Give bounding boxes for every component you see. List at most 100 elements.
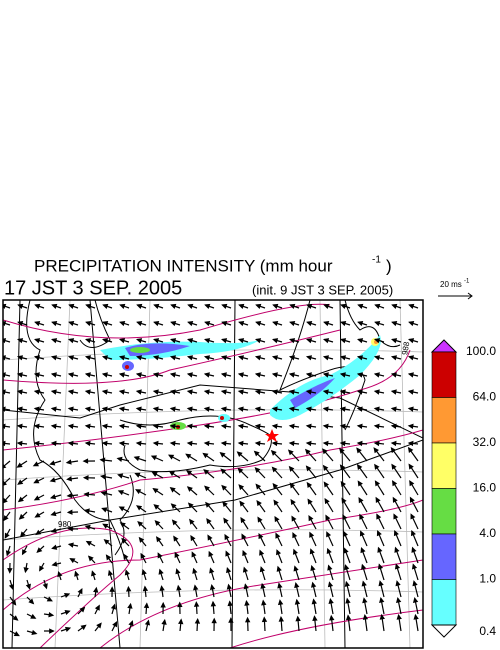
wind-head [377,546,383,553]
wind-head [49,494,57,500]
wind-head [16,462,23,468]
wind-head [68,338,75,344]
wind-head [49,477,56,483]
wind-head [50,355,58,361]
contour-label: 988 [400,340,411,355]
wind-head [256,499,262,507]
wind-head [288,423,295,430]
wind-head [413,613,419,620]
wind-head [412,596,419,603]
wind-head [271,466,278,473]
wind-head [361,580,367,587]
wind-head [238,484,245,491]
wind-head [340,338,347,344]
wind-head [91,570,97,577]
wind-head [118,355,126,361]
wind-head [136,505,143,511]
wind-head [83,508,90,514]
wind-scale-exponent: -1 [464,279,470,285]
wind-head [36,547,43,553]
wind-head [391,320,398,327]
wind-head [356,372,363,378]
wind-head [125,585,132,592]
wind-head [240,516,246,524]
wind-head [373,355,381,361]
wind-head [305,423,312,430]
wind-head [340,480,346,488]
wind-head [255,320,262,327]
wind-head [187,338,194,344]
wind-vectors [3,303,419,637]
wind-head [261,599,267,606]
wind-head [119,338,126,344]
title: PRECIPITATION INTENSITY (mm hour [34,256,333,275]
wind-head [187,303,194,309]
colorbar-label: 0.4 [479,624,496,638]
wind-head [203,406,210,412]
wind-head [153,338,160,344]
wind-head [220,389,227,395]
wind-head [8,584,15,591]
wind-head [395,580,401,587]
wind-head [16,372,23,378]
wind-head [136,338,143,344]
wind-head [128,620,134,627]
wind-head [153,504,160,510]
wind-head [361,563,367,570]
wind-shaft [3,339,11,343]
wind-head [293,565,299,572]
wind-head [396,596,402,603]
wind-head [244,599,250,606]
wind-head [376,530,382,537]
wind-head [276,565,282,572]
wind-head [203,389,210,395]
wind-head [272,303,279,309]
wind-head [221,320,228,327]
valid-time: 17 JST 3 SEP. 2005 [4,277,182,299]
colorbar-under [430,624,458,638]
wind-head [271,355,279,361]
wind-head [152,389,159,395]
colorbar-segment [431,442,457,489]
wind-head [220,423,227,430]
isobars [3,303,423,648]
wind-head [154,520,161,527]
wind-head [161,618,167,625]
wind-scale-label: 20 ms [440,280,462,289]
wind-head [67,526,73,532]
wind-head [152,372,159,378]
wind-shaft [3,425,11,428]
wind-head [65,459,72,465]
wind-head [356,463,363,470]
title-close: ) [386,256,392,275]
wind-head [192,567,198,574]
wind-head [322,440,329,447]
wind-head [16,440,23,447]
wind-head [408,303,415,309]
wind-head [84,406,91,412]
wind-head [187,502,194,509]
wind-head [408,320,415,327]
wind-head [309,548,315,555]
colorbar-segment [431,351,457,398]
wind-head [189,518,195,525]
wind-head [68,320,75,327]
colorbar-label: 16.0 [473,481,497,495]
wind-head [373,406,380,412]
wind-head [64,592,71,599]
border-lines [3,300,423,648]
wind-head [254,406,261,412]
wind-head [225,550,231,557]
wind-head [124,569,130,576]
wind-head [118,440,125,447]
wind-head [357,480,363,487]
wind-head [375,496,381,503]
wind-head [13,631,20,637]
wind-head [356,423,363,430]
wind-head [410,529,416,537]
wind-head [339,389,346,395]
wind-head [190,534,196,542]
wind-head [394,546,400,553]
wind-head [16,355,24,361]
wind-head [49,460,56,466]
